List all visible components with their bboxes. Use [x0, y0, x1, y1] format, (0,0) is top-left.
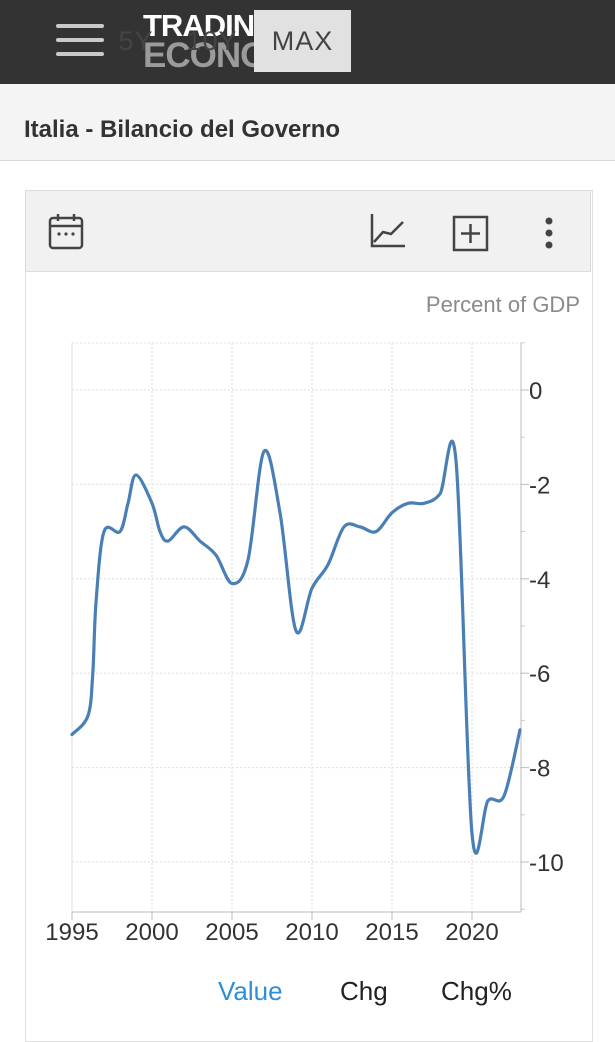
range-max-button[interactable]: MAX: [254, 10, 351, 72]
x-tick-label: 1995: [45, 919, 98, 946]
unit-label: Percent of GDP: [425, 292, 580, 317]
calendar-icon[interactable]: [48, 212, 86, 252]
plus-box-icon[interactable]: [452, 215, 490, 253]
y-tick-label: -10: [529, 850, 564, 877]
x-tick-label: 2010: [285, 919, 338, 946]
range-10y-button[interactable]: 10Y: [186, 26, 238, 56]
y-tick-label: -4: [529, 567, 550, 594]
x-tick-label: 2000: [125, 919, 178, 946]
range-5y-button[interactable]: 5Y: [118, 26, 154, 56]
x-tick-label: 2015: [365, 919, 418, 946]
y-tick-label: -8: [529, 756, 550, 783]
series-line: [70, 439, 522, 855]
hamburger-menu-icon[interactable]: [56, 20, 104, 60]
y-tick-label: 0: [529, 378, 542, 405]
more-vertical-icon[interactable]: [542, 216, 556, 250]
title-bar: [0, 84, 615, 161]
y-tick-label: -6: [529, 661, 550, 688]
x-tick-label: 2020: [445, 919, 498, 946]
tab-value[interactable]: Value: [218, 976, 283, 1006]
y-tick-label: -2: [529, 472, 550, 499]
page-title: Italia - Bilancio del Governo: [24, 116, 341, 143]
chart-card: [25, 190, 593, 1042]
line-chart-icon[interactable]: [369, 212, 407, 250]
chart-toolbar: [25, 190, 591, 272]
tab-chg[interactable]: Chg: [340, 976, 388, 1006]
x-tick-label: 2005: [205, 919, 258, 946]
tab-chg-percent[interactable]: Chg%: [441, 976, 512, 1006]
